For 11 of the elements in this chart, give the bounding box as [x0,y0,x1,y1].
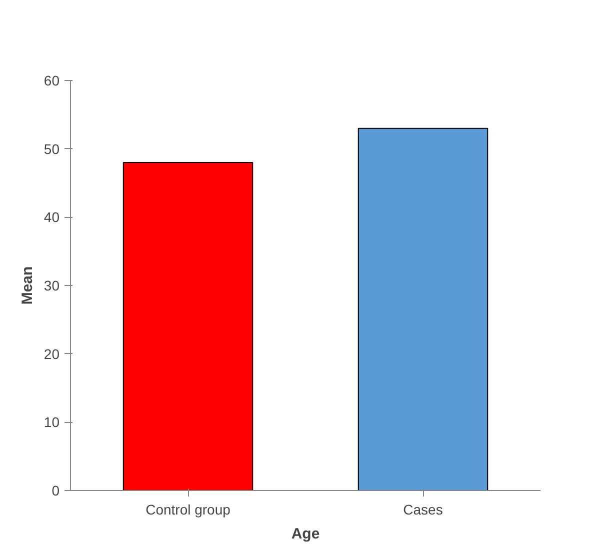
y-tick-label: 30 [44,278,60,294]
y-tick-label: 0 [52,482,60,498]
y-tick-label: 10 [44,414,60,430]
y-tick-label: 60 [44,72,60,88]
x-axis-title: Age [291,526,320,542]
y-axis-title: Mean [18,266,36,305]
x-tick-label: Cases [403,502,443,518]
x-tick-label: Control group [146,502,231,518]
y-tick-label: 20 [44,346,60,362]
y-tick-label: 40 [44,209,60,226]
y-tick-label: 50 [44,140,60,157]
